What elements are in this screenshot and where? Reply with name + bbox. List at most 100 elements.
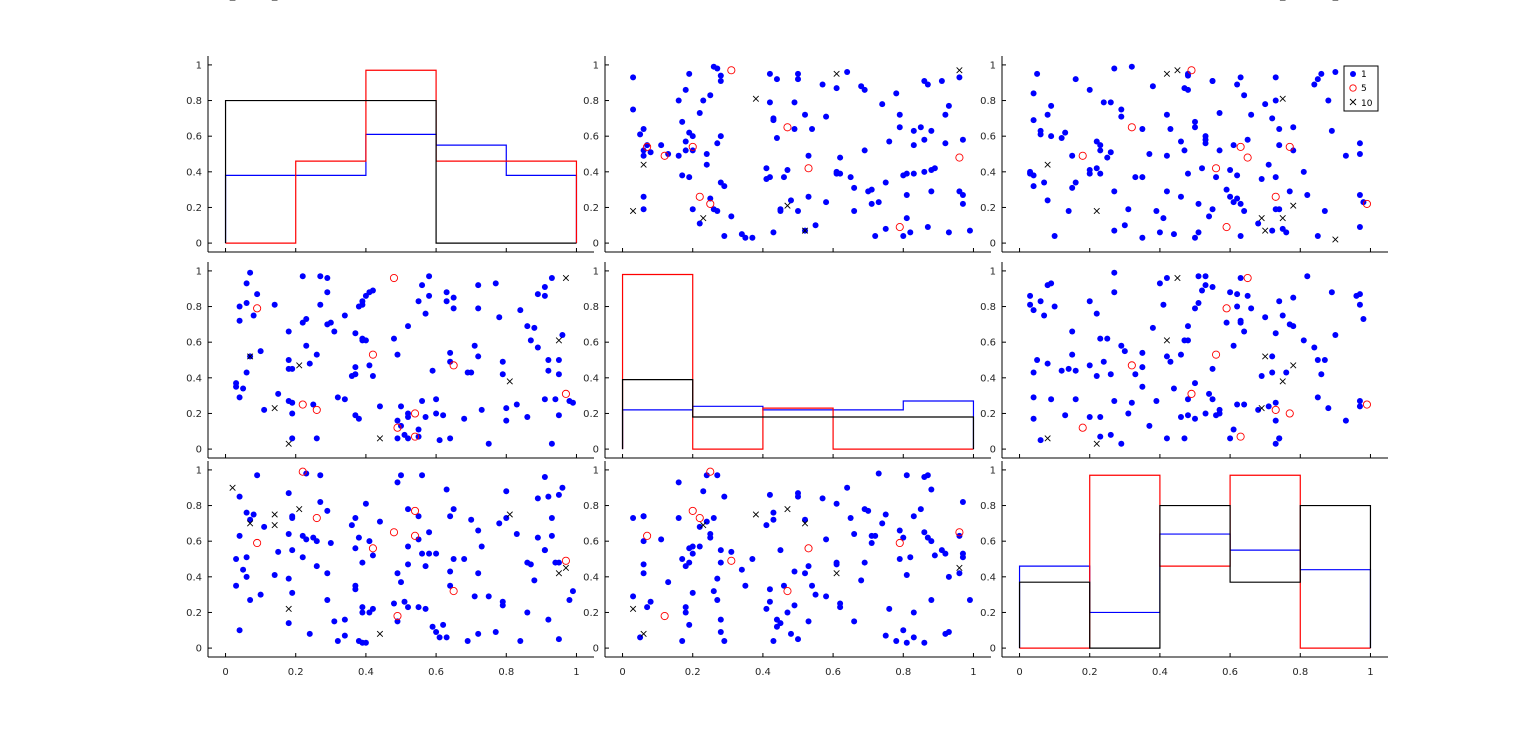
point-group-1 [766,598,773,605]
y-tick-label: 1 [593,60,599,71]
point-group-1 [1290,294,1297,301]
point-group-1 [376,518,383,525]
point-group-5 [410,409,420,418]
point-group-1 [475,353,482,360]
y-tick-label: 0.4 [980,167,996,178]
point-group-1 [352,515,359,522]
point-group-1 [721,183,728,190]
point-group-1 [236,303,243,310]
point-group-1 [770,516,777,523]
point-group-1 [896,124,903,131]
point-group-1 [1163,275,1170,282]
point-group-1 [524,559,531,566]
point-group-1 [1318,371,1325,378]
point-group-1 [640,147,647,154]
point-group-1 [900,172,907,179]
point-group-1 [1058,367,1065,374]
point-group-1 [714,472,721,479]
point-group-1 [966,227,973,234]
point-group-1 [475,630,482,637]
point-group-1 [261,523,268,530]
point-group-1 [1132,371,1139,378]
point-group-1 [714,65,721,72]
point-group-10 [1163,70,1171,77]
point-group-1 [900,232,907,239]
point-group-1 [243,299,250,306]
point-group-1 [243,554,250,561]
point-group-1 [910,609,917,616]
point-group-1 [1272,417,1279,424]
y-tick-label: 0.4 [583,373,599,384]
point-group-1 [1290,323,1297,330]
point-group-1 [552,559,559,566]
point-group-1 [499,358,506,365]
point-group-1 [285,531,292,538]
point-group-1 [630,515,637,522]
point-group-5 [298,467,307,476]
point-group-1 [534,344,541,351]
point-group-1 [254,291,261,298]
point-group-1 [686,174,693,181]
point-group-1 [689,550,696,557]
point-group-10 [801,520,809,527]
point-group-1 [236,627,243,634]
point-group-1 [461,556,468,562]
point-group-10 [833,570,840,577]
legend-box [1343,65,1379,112]
point-group-1 [1107,431,1114,438]
point-group-1 [426,273,433,280]
point-group-1 [1332,69,1339,76]
point-group-1 [555,357,562,363]
point-group-1 [658,142,665,149]
point-group-1 [717,547,724,554]
point-group-10 [562,564,570,572]
point-group-1 [478,543,485,550]
point-group-1 [868,186,875,193]
point-group-1 [419,397,426,404]
point-group-1 [805,152,812,159]
point-group-1 [233,582,240,589]
point-group-1 [247,596,254,603]
point-group-1 [896,556,903,562]
point-group-1 [882,511,889,518]
panel-1-1: 0 0.2 0.4 0.6 0.8 1 [583,262,991,459]
point-group-1 [317,273,324,280]
point-group-1 [464,637,471,644]
point-group-1 [1027,292,1034,299]
point-group-5 [688,142,697,151]
point-group-1 [355,534,362,541]
point-group-1 [1237,232,1244,239]
y-tick-label: 1 [990,465,996,476]
point-group-1 [1269,227,1276,234]
point-group-1 [496,520,503,527]
point-group-5 [1127,361,1136,370]
y-tick-label: 0.2 [186,409,202,420]
point-group-1 [475,527,482,534]
point-group-1 [1209,396,1216,403]
point-group-1 [1300,337,1307,344]
point-group-5 [368,544,377,553]
point-group-1 [707,195,714,202]
point-group-1 [1241,92,1248,99]
point-group-1 [513,531,520,538]
point-group-1 [1304,191,1311,198]
point-group-1 [686,70,693,77]
point-group-1 [766,99,773,106]
point-group-1 [1153,208,1160,215]
point-group-1 [352,371,359,378]
point-group-1 [303,316,310,323]
point-group-1 [341,616,348,623]
point-group-5 [1187,389,1196,398]
point-group-1 [938,77,945,84]
point-group-1 [405,604,412,611]
point-group-1 [1311,81,1318,88]
point-group-1 [1149,83,1156,90]
point-group-1 [475,282,482,289]
point-group-1 [945,229,952,236]
x-tick-label: 1 [1367,667,1373,678]
point-group-10 [752,511,760,518]
point-group-1 [548,440,555,447]
point-group-1 [306,630,313,637]
point-group-1 [682,86,689,93]
point-group-1 [689,589,696,596]
